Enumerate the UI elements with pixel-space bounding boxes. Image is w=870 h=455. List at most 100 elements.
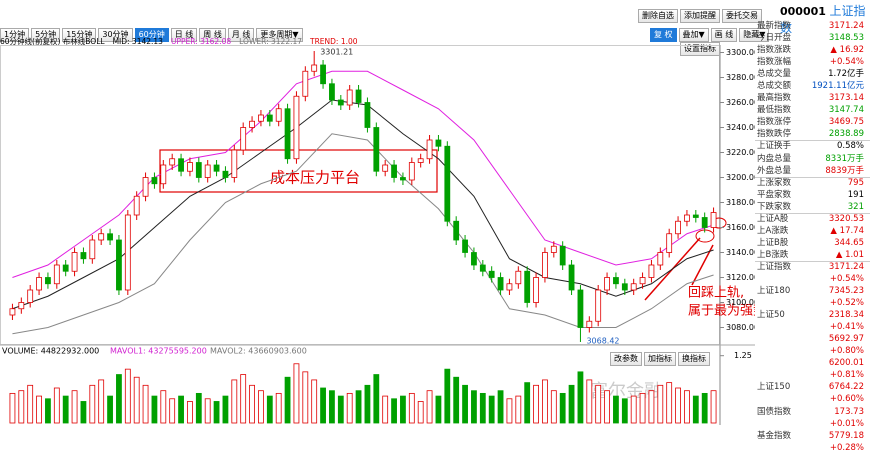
volume-bar xyxy=(240,374,247,424)
volume-title: VOLUME: 44822932.000 xyxy=(2,347,99,356)
tool-button[interactable]: 叠加▼ xyxy=(678,28,709,42)
candle-body xyxy=(71,252,78,272)
period-tab[interactable]: 60分钟 xyxy=(134,28,169,42)
candle-body xyxy=(417,158,424,163)
volume-bar xyxy=(27,384,34,424)
volume-bar xyxy=(116,374,122,424)
header-button[interactable]: 添加提醒 xyxy=(680,9,720,23)
quote-value: ▲ 17.74 xyxy=(830,225,864,236)
indicator-item: LOWER: 3122.17 xyxy=(239,37,303,46)
tool-button[interactable]: 隐藏▼ xyxy=(739,28,770,42)
quote-value: +0.81% xyxy=(829,370,864,381)
volume-bar xyxy=(284,376,291,424)
quote-value: ▲ 1.01 xyxy=(835,249,864,260)
volume-bar xyxy=(71,390,78,424)
candle-body xyxy=(204,164,211,178)
candle-body xyxy=(124,214,131,291)
tool-button[interactable]: 画 线 xyxy=(710,28,738,42)
volume-bar xyxy=(258,390,264,424)
candle-body xyxy=(426,139,433,160)
quote-value: 8839万手 xyxy=(825,165,864,176)
candle-body xyxy=(275,108,282,122)
volume-bar xyxy=(524,382,531,424)
candle-body xyxy=(497,277,504,291)
period-tab[interactable]: 15分钟 xyxy=(62,28,97,42)
candle-body xyxy=(98,233,105,241)
candle-body xyxy=(355,89,362,103)
candle-body xyxy=(311,64,318,72)
volume-bar xyxy=(311,379,318,424)
period-tab[interactable]: 日 线 xyxy=(170,28,198,42)
volume-button[interactable]: 换指标 xyxy=(678,352,710,366)
quote-row: 上涨家数 795 xyxy=(755,178,870,190)
quote-label: 最新指数 xyxy=(757,21,792,31)
volume-bar xyxy=(506,398,513,424)
quote-value: 3148.53 xyxy=(828,33,864,44)
candle-body xyxy=(222,170,229,178)
candle-body xyxy=(479,264,486,272)
period-tab[interactable]: 1分钟 xyxy=(0,28,30,42)
volume-bar xyxy=(515,395,522,424)
candle-body xyxy=(675,220,681,235)
volume-bar xyxy=(9,392,16,424)
header-button[interactable]: 委托交易 xyxy=(722,9,762,23)
period-tab[interactable]: 30分钟 xyxy=(98,28,133,42)
candle-body xyxy=(408,162,415,181)
period-tab[interactable]: 5分钟 xyxy=(31,28,61,42)
quote-label: 指数涨停 xyxy=(757,117,792,128)
volume-bar xyxy=(675,387,681,424)
quote-label: 上证A股 xyxy=(757,213,789,224)
index-name: 上证指数 xyxy=(780,4,866,35)
quote-row: 指数跌停 2838.89 xyxy=(755,129,870,142)
quote-label: 指数跌停 xyxy=(757,129,792,140)
quote-value: +0.41% xyxy=(829,322,864,333)
period-tab[interactable]: 更多周期▼ xyxy=(256,28,303,42)
y-tick-label: 3160.00 xyxy=(726,223,755,232)
indicator-legend: 60分钟线(前复权) 布林线BOLL MID: 3142.13 UPPER: 316… xyxy=(0,36,366,47)
volume-bar xyxy=(107,395,113,424)
volume-button[interactable]: 改参数 xyxy=(610,352,642,366)
quote-value: 191 xyxy=(847,189,864,200)
volume-bar xyxy=(648,390,655,424)
volume-bar xyxy=(320,387,326,424)
candle-body xyxy=(586,320,593,328)
volume-bar xyxy=(604,390,610,424)
quote-row: +0.81% xyxy=(755,370,870,382)
y-tick-label: 3200.00 xyxy=(726,173,755,182)
candle-body xyxy=(621,283,628,291)
quote-label: 下跌家数 xyxy=(757,201,792,212)
quote-row: +0.60% xyxy=(755,394,870,406)
volume-bar xyxy=(692,395,699,424)
volume-bar xyxy=(471,390,477,424)
tool-button[interactable]: 复 权 xyxy=(650,28,677,42)
candle-body xyxy=(329,83,335,101)
volume-button[interactable]: 加指标 xyxy=(644,352,676,366)
volume-bar xyxy=(266,395,273,424)
quote-value: 2318.34 xyxy=(828,310,864,321)
header-button[interactable]: 删除自选 xyxy=(638,9,678,23)
y-tick-label: 3120.00 xyxy=(726,273,755,282)
candle-body xyxy=(701,217,708,228)
volume-bar xyxy=(169,398,176,424)
quote-value: +0.80% xyxy=(829,346,864,357)
quote-row: 平盘家数 191 xyxy=(755,190,870,202)
candle-body xyxy=(648,264,655,278)
volume-bar xyxy=(621,398,628,424)
candle-body xyxy=(266,114,273,122)
candle-body xyxy=(542,252,548,278)
quote-value: 3320.53 xyxy=(828,213,864,224)
quote-row: +0.54% xyxy=(755,274,870,286)
volume-bar xyxy=(613,395,619,424)
period-tab[interactable]: 月 线 xyxy=(227,28,255,42)
quote-label: 最低指数 xyxy=(757,105,792,116)
y-tick-label: 3260.00 xyxy=(726,98,755,107)
candle-body xyxy=(630,283,637,291)
volume-bar xyxy=(18,390,25,424)
y-tick-label: 3180.00 xyxy=(726,198,755,207)
quote-row: 总成交量 1.72亿手 xyxy=(755,69,870,81)
volume-bar xyxy=(701,392,708,424)
volume-bar xyxy=(355,390,362,424)
period-tab[interactable]: 周 线 xyxy=(199,28,226,42)
quote-panel: 最新指数 3171.24 今日开盘 3148.53 指数涨跌 ▲ 16.92 指数涨幅 +0.… xyxy=(755,21,870,455)
volume-bar xyxy=(639,392,646,424)
